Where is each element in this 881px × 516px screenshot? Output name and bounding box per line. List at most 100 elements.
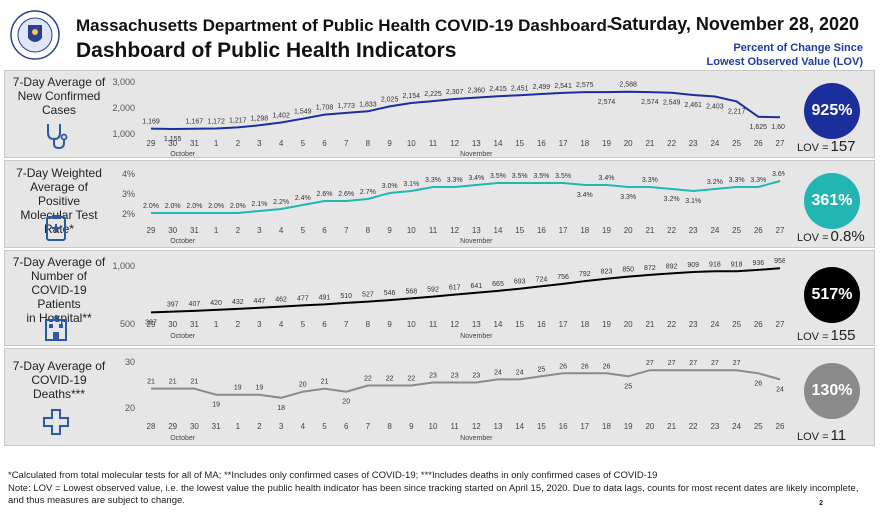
x-tick-label: 10: [407, 139, 416, 148]
data-label: 850: [622, 267, 634, 274]
x-tick-label: 19: [602, 139, 611, 148]
x-tick-label: 9: [387, 320, 392, 329]
x-tick-label: 4: [279, 320, 284, 329]
data-label: 3.3%: [620, 194, 636, 201]
data-label: 24: [776, 386, 784, 393]
y-tick-label: 2%: [122, 209, 135, 219]
data-label: 26: [603, 363, 611, 370]
data-label: 2.6%: [317, 191, 333, 198]
data-label: 1,549: [294, 109, 312, 116]
footnote-note: Note: LOV = Lowest observed value, i.e. …: [8, 483, 859, 506]
x-tick-label: 1: [214, 226, 219, 235]
x-tick-label: 2: [257, 422, 262, 431]
x-tick-label: 18: [580, 320, 589, 329]
data-label: 21: [191, 379, 199, 386]
positivity-lov: LOV = 0.8%: [797, 228, 865, 245]
x-tick-label: 14: [515, 422, 524, 431]
y-tick-label: 30: [125, 357, 135, 367]
month-label: October: [170, 333, 196, 340]
month-label: November: [460, 333, 493, 340]
lov-value: 155: [830, 327, 856, 344]
x-tick-label: 27: [776, 139, 785, 148]
data-label: 3.3%: [729, 177, 745, 184]
panel-positivity: 7-Day Weighted Average of Positive Molec…: [4, 160, 875, 248]
data-label: 3.1%: [685, 198, 701, 205]
x-tick-label: 24: [710, 320, 719, 329]
x-tick-label: 14: [494, 139, 503, 148]
lov-label: LOV =: [797, 232, 829, 244]
data-label: 1,172: [207, 119, 225, 126]
deaths-lov: LOV = 11: [797, 427, 846, 444]
data-label: 27: [668, 360, 676, 367]
x-tick-label: 15: [515, 226, 524, 235]
x-tick-label: 5: [301, 139, 306, 148]
x-tick-label: 12: [450, 139, 459, 148]
y-tick-label: 2,000: [112, 103, 135, 113]
x-tick-label: 5: [301, 226, 306, 235]
x-tick-label: 18: [602, 422, 611, 431]
x-tick-label: 15: [537, 422, 546, 431]
x-tick-label: 9: [409, 422, 414, 431]
x-tick-label: 7: [366, 422, 371, 431]
x-tick-label: 8: [366, 320, 371, 329]
data-label: 23: [429, 373, 437, 380]
x-tick-label: 13: [472, 320, 481, 329]
data-label: 23: [472, 373, 480, 380]
month-label: October: [170, 238, 196, 245]
data-label: 2,451: [511, 85, 529, 92]
data-label: 27: [646, 360, 654, 367]
data-label: 2.2%: [273, 199, 289, 206]
y-tick-label: 3,000: [112, 77, 135, 87]
x-tick-label: 12: [450, 226, 459, 235]
data-label: 2,154: [403, 93, 421, 100]
clipboard-icon: [46, 215, 66, 241]
data-label: 1,708: [316, 105, 334, 112]
data-label: 27: [689, 360, 697, 367]
x-tick-label: 24: [710, 226, 719, 235]
y-tick-label: 4%: [122, 169, 135, 179]
x-tick-label: 28: [147, 422, 156, 431]
label-line: Number of: [30, 269, 88, 283]
data-label: 2,574: [598, 99, 616, 106]
data-label: 2.0%: [208, 203, 224, 210]
data-label: 1,773: [337, 103, 355, 110]
data-label: 724: [536, 276, 548, 283]
data-label: 1,167: [186, 119, 204, 126]
data-label: 19: [212, 402, 220, 409]
series-line-cases: [150, 90, 781, 131]
data-label: 1,607: [771, 124, 785, 131]
data-label: 477: [297, 295, 309, 302]
data-label: 2,025: [381, 96, 399, 103]
x-tick-label: 23: [710, 422, 719, 431]
data-label: 918: [709, 261, 721, 268]
data-label: 2,415: [489, 86, 507, 93]
x-tick-label: 11: [429, 320, 438, 329]
series-line-hospital: [150, 267, 781, 314]
x-tick-label: 23: [689, 320, 698, 329]
data-label: 2,217: [728, 108, 746, 115]
data-label: 617: [449, 285, 461, 292]
x-tick-label: 3: [279, 422, 284, 431]
deaths-percent-change: 130%: [804, 363, 860, 419]
data-label: 3.6%: [772, 171, 785, 178]
x-tick-label: 10: [407, 320, 416, 329]
data-label: 2.0%: [165, 203, 181, 210]
x-tick-label: 2: [236, 320, 241, 329]
x-tick-label: 27: [776, 226, 785, 235]
page-number: 2: [819, 500, 823, 507]
data-label: 1,169: [142, 119, 160, 126]
x-tick-label: 15: [515, 320, 524, 329]
x-tick-label: 31: [212, 422, 221, 431]
data-label: 3.5%: [555, 173, 571, 180]
data-label: 3.4%: [599, 175, 615, 182]
cases-chart: 3,000 2,000 1,000 1,169 1,155 1,167 1,172 1,217…: [112, 77, 785, 157]
x-tick-label: 7: [344, 139, 349, 148]
x-tick-label: 6: [322, 139, 327, 148]
data-label: 546: [384, 290, 396, 297]
report-date: Saturday, November 28, 2020: [610, 14, 859, 34]
data-label: 892: [666, 263, 678, 270]
x-tick-label: 16: [537, 320, 546, 329]
data-label: 2,461: [684, 102, 702, 109]
panel-hospital: 7-Day Average of Number of COVID-19 Pati…: [4, 250, 875, 346]
